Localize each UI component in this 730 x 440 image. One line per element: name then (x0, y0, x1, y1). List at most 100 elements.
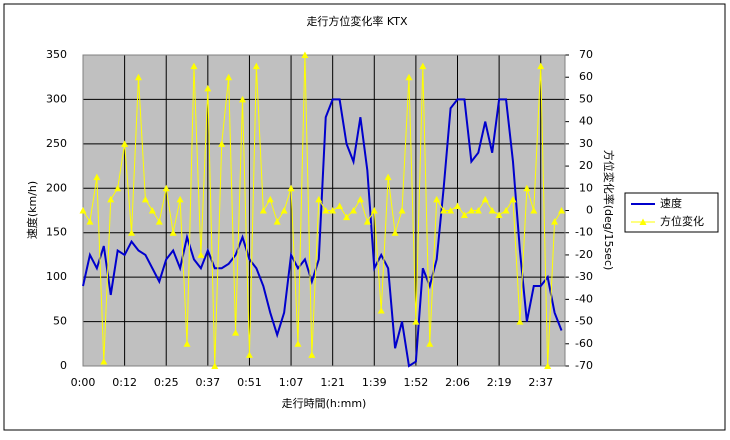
y-tick-label: 200 (46, 181, 67, 194)
marker (336, 202, 344, 210)
marker (530, 207, 538, 214)
marker (315, 195, 323, 203)
marker (197, 251, 205, 258)
y-tick-label: 350 (46, 48, 67, 61)
y-tick-label: 50 (53, 315, 67, 328)
marker (349, 207, 357, 214)
marker (176, 195, 184, 203)
marker (93, 173, 101, 181)
y2-tick-label: 70 (579, 48, 593, 61)
marker (79, 207, 87, 214)
marker (398, 207, 406, 214)
marker (100, 358, 108, 365)
marker (183, 340, 191, 347)
y-tick-label: 250 (46, 137, 67, 150)
x-tick-label: 0:25 (154, 376, 179, 389)
marker (141, 195, 149, 203)
marker (391, 229, 399, 236)
x-tick-label: 1:39 (362, 376, 387, 389)
marker (405, 73, 413, 81)
marker (204, 84, 212, 92)
marker (488, 207, 496, 214)
y2-tick-label: -50 (575, 315, 593, 328)
marker (419, 62, 427, 70)
y2-tick-label: -70 (575, 359, 593, 372)
marker (426, 340, 434, 347)
series-line (82, 54, 562, 367)
marker (343, 213, 351, 221)
y2-tick-label: 0 (586, 204, 593, 217)
marker (301, 51, 309, 58)
y2-tick-label: 10 (579, 181, 593, 194)
y2-tick-label: 20 (579, 159, 593, 172)
x-tick-label: 1:52 (404, 376, 429, 389)
marker (239, 95, 247, 103)
series-line (82, 98, 563, 368)
x-tick-label: 1:21 (320, 376, 345, 389)
x-tick-label: 0:37 (195, 376, 220, 389)
marker (523, 184, 531, 192)
marker (474, 207, 482, 214)
marker (266, 195, 274, 203)
y-tick-label: 150 (46, 226, 67, 239)
marker (454, 202, 462, 210)
marker (377, 306, 385, 314)
marker (294, 340, 302, 347)
y2-tick-label: 60 (579, 70, 593, 83)
marker (537, 62, 545, 70)
marker (121, 140, 129, 147)
marker (440, 207, 448, 214)
marker (155, 218, 163, 225)
marker (460, 211, 468, 218)
marker (148, 207, 156, 214)
marker (280, 207, 288, 214)
marker (169, 229, 177, 236)
marker (356, 195, 364, 203)
marker (134, 73, 142, 81)
y2-tick-label: -60 (575, 337, 593, 350)
marker (329, 207, 337, 214)
marker (162, 184, 170, 192)
marker (370, 207, 378, 214)
marker (252, 62, 260, 70)
marker (107, 195, 115, 203)
marker (218, 140, 226, 147)
legend (624, 192, 719, 233)
marker (259, 207, 267, 214)
x-tick-label: 2:19 (487, 376, 512, 389)
y2-tick-label: -30 (575, 270, 593, 283)
y2-tick-label: -40 (575, 292, 593, 305)
marker (384, 173, 392, 181)
marker (516, 318, 524, 325)
marker (502, 207, 510, 214)
marker (544, 362, 552, 369)
marker (433, 195, 441, 203)
y-tick-label: 0 (60, 359, 67, 372)
marker (495, 211, 503, 218)
marker (363, 218, 371, 225)
chart-title: 走行方位変化率 KTX (306, 14, 408, 28)
x-tick-label: 2:06 (445, 376, 470, 389)
marker (322, 207, 330, 214)
y2-tick-label: 40 (579, 115, 593, 128)
legend-label: 速度 (660, 196, 682, 210)
marker (273, 218, 281, 225)
y2-tick-label: 50 (579, 92, 593, 105)
y-axis-title: 速度(km/h) (25, 181, 39, 239)
marker (232, 329, 240, 336)
marker (308, 351, 316, 358)
x-tick-label: 2:37 (528, 376, 553, 389)
y2-axis-title: 方位変化率(deg/15sec) (602, 150, 616, 271)
marker (128, 229, 136, 236)
x-tick-label: 0:12 (112, 376, 137, 389)
marker (558, 207, 566, 214)
marker (245, 351, 253, 358)
marker (447, 207, 455, 214)
marker (190, 62, 198, 70)
marker (551, 218, 559, 225)
legend-marker (639, 218, 647, 225)
marker (225, 73, 233, 81)
y2-tick-label: -10 (575, 226, 593, 239)
x-tick-label: 0:00 (71, 376, 96, 389)
